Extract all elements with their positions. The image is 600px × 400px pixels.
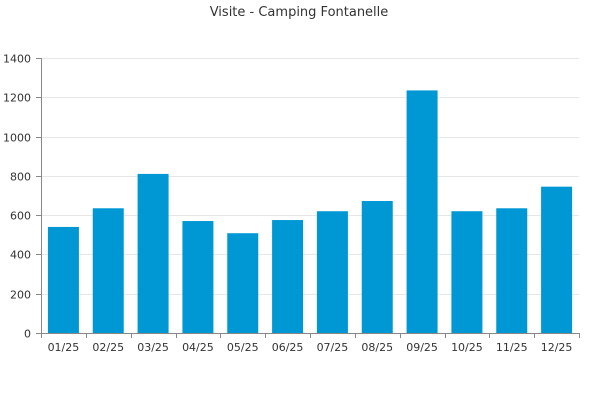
y-tick-label: 400 [10,249,31,262]
bar [316,211,348,333]
y-tick-label: 600 [10,210,31,223]
y-tick-label: 1000 [3,132,31,145]
x-tick-label: 01/25 [48,341,80,354]
bar [182,221,214,333]
x-tick-label: 06/25 [272,341,304,354]
y-tick-label: 800 [10,171,31,184]
y-axis: 0 200 400 600 800 1000 1200 1400 [3,53,42,341]
x-axis: 01/25 02/25 03/25 04/25 05/25 06/25 07/25 08/25… [41,333,580,354]
bar [496,208,528,333]
chart-title: Visite - Camping Fontanelle [210,5,389,20]
x-tick-label: 03/25 [137,341,169,354]
x-tick-label: 04/25 [182,341,214,354]
bar [47,226,79,333]
bar [451,211,483,333]
bar [272,220,304,333]
y-tick-label: 1400 [3,53,31,66]
bar [227,233,259,333]
x-tick-label: 11/25 [496,341,528,354]
y-tick-label: 1200 [3,92,31,105]
x-tick-label: 12/25 [541,341,573,354]
bars [47,90,573,334]
x-tick-label: 05/25 [227,341,259,354]
x-tick-label: 07/25 [317,341,349,354]
x-tick-label: 02/25 [92,341,124,354]
x-tick-label: 09/25 [406,341,438,354]
bar [92,208,124,333]
x-tick-label: 08/25 [361,341,393,354]
x-tick-label: 10/25 [451,341,483,354]
y-tick-label: 200 [10,289,31,302]
bar [541,186,573,333]
y-tick-label: 0 [24,328,31,341]
bar [137,173,169,333]
bar [361,201,393,333]
gridlines [41,58,579,295]
bar [406,90,438,334]
